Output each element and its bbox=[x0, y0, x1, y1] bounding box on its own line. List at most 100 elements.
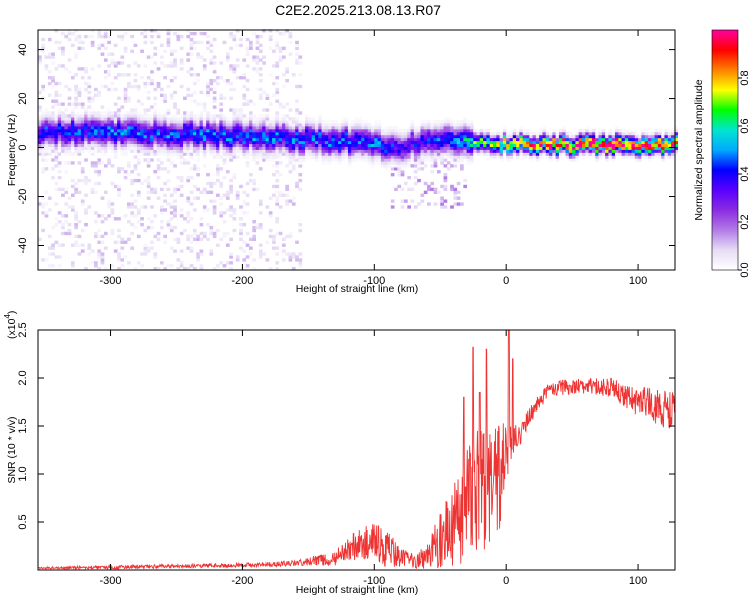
spectrogram-cell bbox=[179, 134, 184, 139]
spectrogram-cell bbox=[493, 146, 497, 150]
spectrogram-cell bbox=[549, 143, 553, 147]
spectrogram-cell bbox=[57, 114, 62, 118]
spectrogram-cell bbox=[390, 205, 395, 209]
spectrogram-cell bbox=[97, 143, 102, 147]
spectrogram-cell bbox=[143, 117, 148, 121]
spectrogram-cell bbox=[163, 93, 167, 98]
spectrogram-cell bbox=[483, 143, 487, 147]
spectrogram-cell bbox=[67, 140, 72, 145]
spectrogram-cell bbox=[407, 126, 411, 130]
spectrogram-cell bbox=[420, 126, 425, 130]
spectrogram-cell bbox=[61, 64, 65, 68]
spectrogram-cell bbox=[123, 146, 128, 150]
spectrogram-cell bbox=[423, 190, 428, 194]
spectrogram-cell bbox=[136, 146, 141, 150]
spectrogram-cell bbox=[466, 152, 471, 156]
spectrogram-cell bbox=[47, 149, 52, 153]
spectrogram-cell bbox=[100, 255, 105, 259]
spectrogram-cell bbox=[153, 61, 158, 65]
spectrogram-cell bbox=[186, 220, 191, 224]
spectrogram-cell bbox=[189, 52, 194, 56]
spectrogram-cell bbox=[64, 190, 69, 194]
spectrogram-cell bbox=[74, 140, 78, 145]
spectrogram-cell bbox=[450, 164, 454, 168]
spectrogram-cell bbox=[189, 131, 194, 136]
spectrogram-cell bbox=[483, 149, 487, 153]
spectrogram-cell bbox=[423, 140, 428, 145]
spectrogram-cell bbox=[667, 143, 672, 147]
spectrogram-cell bbox=[179, 128, 184, 133]
spectrogram-cell bbox=[347, 155, 352, 159]
spectrogram-cell bbox=[38, 128, 42, 133]
spectrogram-cell bbox=[212, 267, 217, 271]
spectrogram-cell bbox=[542, 149, 547, 153]
spectrogram-cell bbox=[506, 140, 510, 145]
spectrogram-cell bbox=[380, 134, 385, 139]
spectrogram-cell bbox=[272, 131, 276, 136]
spectrogram-cell bbox=[262, 55, 266, 59]
spectrogram-cell bbox=[232, 211, 237, 215]
spectrogram-cell bbox=[268, 196, 273, 200]
spectrogram-cell bbox=[466, 128, 471, 133]
spectrogram-cell bbox=[107, 111, 111, 115]
spectrogram-cell bbox=[117, 123, 121, 127]
spectrogram-cell bbox=[100, 111, 105, 115]
spectrogram-cell bbox=[38, 134, 42, 139]
spectrogram-cell bbox=[301, 158, 306, 162]
spectrogram-cell bbox=[54, 93, 59, 98]
spectrogram-cell bbox=[291, 167, 296, 171]
spectrogram-cell bbox=[601, 149, 606, 153]
spectrogram-cell bbox=[374, 149, 378, 153]
spectrogram-cell bbox=[61, 134, 65, 139]
spectrogram-cell bbox=[453, 161, 458, 165]
spectrogram-cell bbox=[374, 126, 378, 130]
spectrogram-cell bbox=[275, 220, 280, 224]
spectrogram-cell bbox=[100, 34, 105, 39]
spectrogram-cell bbox=[245, 211, 250, 215]
spectrogram-cell bbox=[159, 261, 164, 265]
spectrogram-cell bbox=[222, 234, 227, 239]
spectrogram-cell bbox=[38, 126, 42, 130]
spectrogram-cell bbox=[153, 255, 158, 259]
spectrogram-cell bbox=[140, 123, 144, 127]
spectrogram-cell bbox=[84, 70, 88, 74]
spectrogram-cell bbox=[143, 249, 148, 253]
spectrogram-cell bbox=[634, 137, 639, 142]
spectrogram-cell bbox=[585, 146, 590, 150]
spectrogram-cell bbox=[127, 205, 131, 209]
spectrogram-cell bbox=[489, 137, 494, 142]
spectrogram-cell bbox=[433, 164, 438, 168]
spectrogram-cell bbox=[110, 228, 115, 233]
spectrogram-cell bbox=[249, 120, 253, 124]
spectrogram-cell bbox=[344, 123, 349, 127]
spectrogram-cell bbox=[509, 134, 514, 139]
spectrogram-cell bbox=[291, 155, 296, 159]
spectrogram-cell bbox=[166, 114, 171, 118]
spectrogram-cell bbox=[301, 155, 306, 159]
spectrogram-cell bbox=[647, 143, 652, 147]
spectrogram-cell bbox=[466, 123, 471, 127]
spectrogram-cell bbox=[298, 123, 303, 127]
spectrogram-cell bbox=[117, 252, 121, 256]
spectrogram-cell bbox=[202, 108, 207, 112]
spectrogram-cell bbox=[150, 114, 154, 118]
spectrogram-cell bbox=[41, 111, 45, 115]
spectrogram-cell bbox=[94, 231, 98, 236]
spectrogram-cell bbox=[87, 137, 92, 142]
spectrogram-cell bbox=[361, 128, 365, 133]
spectrogram-cell bbox=[54, 164, 59, 168]
spectrogram-cell bbox=[420, 146, 425, 150]
spectrogram-cell bbox=[163, 146, 167, 150]
spectrogram-cell bbox=[476, 146, 481, 150]
spectrogram-cell bbox=[41, 49, 45, 53]
spectrogram-cell bbox=[258, 114, 263, 118]
spectrogram-cell bbox=[529, 155, 533, 159]
spectrogram-cell bbox=[57, 220, 62, 224]
spectrogram-cell bbox=[113, 143, 118, 147]
spectrogram-cell bbox=[400, 167, 405, 171]
spectrogram-cell bbox=[225, 146, 230, 150]
spectrogram-cell bbox=[199, 217, 204, 221]
spectrogram-cell bbox=[410, 123, 415, 127]
spectrogram-cell bbox=[582, 143, 586, 147]
spectrogram-cell bbox=[453, 146, 458, 150]
